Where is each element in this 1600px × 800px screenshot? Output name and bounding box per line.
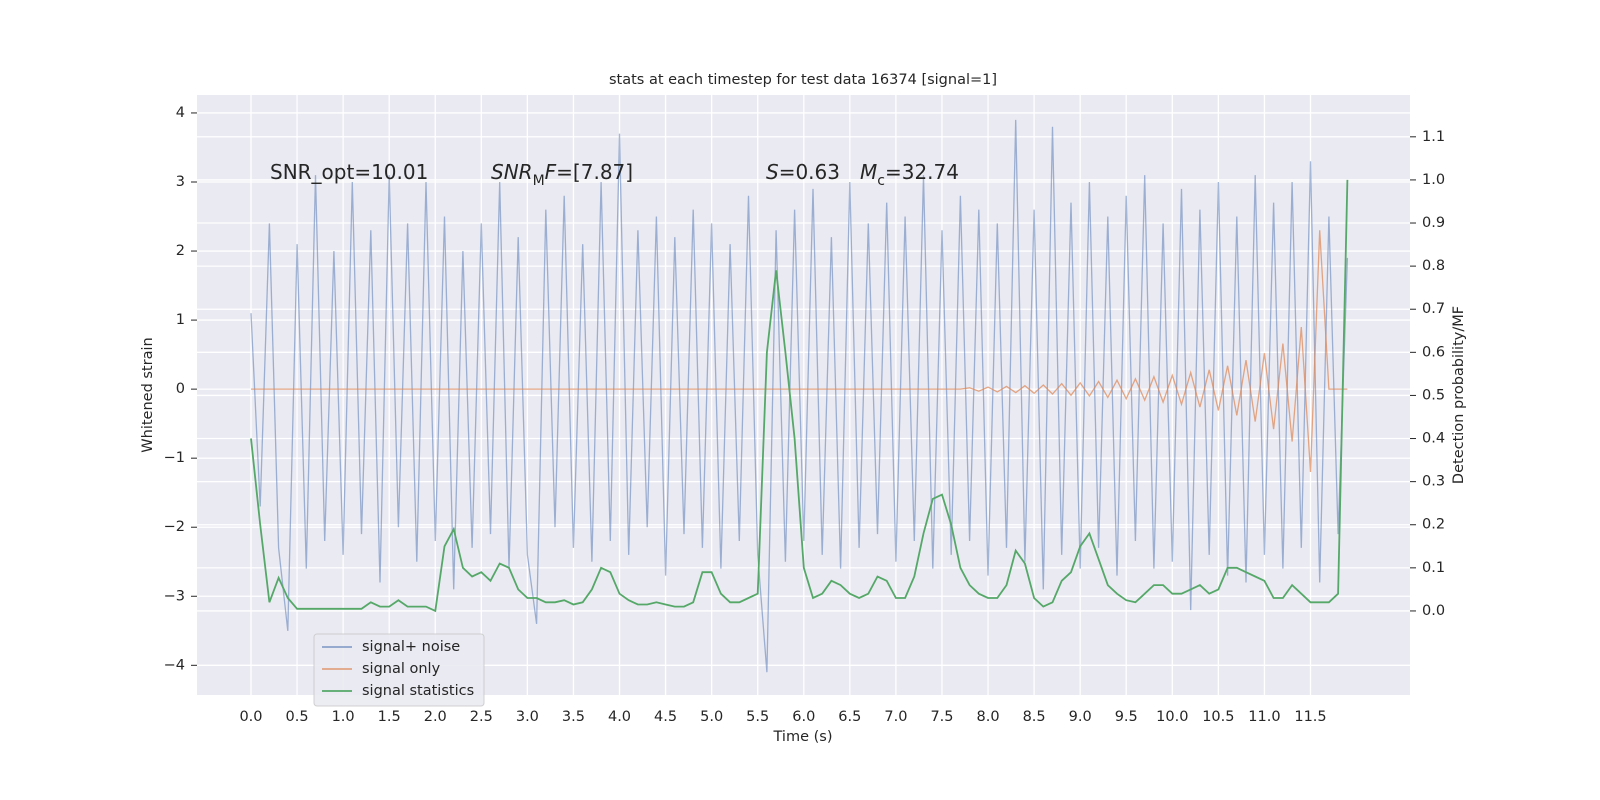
legend-label: signal statistics [362, 683, 474, 699]
x-tick-label: 10.5 [1202, 709, 1234, 725]
annotation-part: SNR [491, 160, 533, 184]
y-tick-label: 2 [176, 243, 185, 259]
y2-tick-label: 0.0 [1422, 603, 1445, 619]
series-line [250, 179, 1349, 613]
annotation: SNRMF=[7.87] [491, 160, 633, 190]
annotation-part: M [533, 173, 545, 189]
legend-label: signal+ noise [362, 639, 460, 655]
x-tick-label: 3.0 [516, 709, 539, 725]
x-tick-label: 4.5 [654, 709, 677, 725]
y2-tick-label: 1.0 [1422, 172, 1445, 188]
x-tick-label: 10.0 [1156, 709, 1188, 725]
series-line [251, 230, 1348, 473]
y-tick-label: −3 [164, 588, 185, 604]
y-tick-label: −2 [164, 519, 185, 535]
y-tick-label: 0 [176, 381, 185, 397]
x-tick-label: 1.0 [332, 709, 355, 725]
x-tick-label: 8.0 [977, 709, 1000, 725]
x-tick-label: 9.0 [1069, 709, 1092, 725]
y2-tick-label: 0.7 [1422, 301, 1445, 317]
x-tick-label: 5.5 [746, 709, 769, 725]
x-tick-label: 1.5 [378, 709, 401, 725]
y2-tick-label: 0.6 [1422, 344, 1445, 360]
annotation-part: F [545, 160, 557, 184]
y2-tick-label: 0.3 [1422, 474, 1445, 490]
x-tick-label: 6.0 [792, 709, 815, 725]
x-tick-label: 11.5 [1294, 709, 1326, 725]
y2-tick-label: 1.1 [1422, 129, 1445, 145]
y2-tick-label: 0.2 [1422, 517, 1445, 533]
y2-tick-label: 0.1 [1422, 560, 1445, 576]
annotation-part: =32.74 [885, 160, 959, 184]
annotation-part: M [860, 160, 877, 184]
y2-tick-label: 0.9 [1422, 215, 1445, 231]
x-tick-label: 7.5 [930, 709, 953, 725]
y-tick-label: 4 [176, 105, 185, 121]
y2-tick-label: 0.5 [1422, 387, 1445, 403]
x-tick-label: 3.5 [562, 709, 585, 725]
annotation: SNR_opt=10.01 [270, 160, 428, 184]
x-tick-label: 0.5 [286, 709, 309, 725]
x-axis-label: Time (s) [773, 729, 833, 745]
y-tick-label: −4 [164, 657, 185, 673]
x-tick-label: 7.0 [884, 709, 907, 725]
annotation: S=0.63 Mc=32.74 [766, 160, 959, 190]
x-tick-label: 4.0 [608, 709, 631, 725]
annotation-part: =[7.87] [556, 160, 633, 184]
annotation-part: SNR_opt=10.01 [270, 160, 428, 184]
legend-box [313, 633, 485, 707]
x-tick-label: 2.0 [424, 709, 447, 725]
x-tick-label: 9.5 [1115, 709, 1138, 725]
annotation-part: c [877, 173, 885, 189]
y-axis-label: Whitened strain [140, 337, 156, 452]
series-line [250, 119, 1349, 673]
y-tick-label: 3 [176, 174, 185, 190]
annotation-part: S [766, 160, 779, 184]
legend-label: signal only [362, 661, 441, 677]
y2-tick-label: 0.8 [1422, 258, 1445, 274]
chart-title: stats at each timestep for test data 163… [609, 72, 997, 88]
y-tick-label: −1 [164, 450, 185, 466]
labels: 0.0 0.5 1.0 1.5 2.0 2.5 3.0 3.5 4.0 4.5 5.0 5.5 6.0 6… [164, 105, 1445, 725]
x-tick-label: 2.5 [470, 709, 493, 725]
x-tick-label: 5.0 [700, 709, 723, 725]
annotation-part: =0.63 [779, 160, 840, 184]
marks [250, 119, 1349, 673]
x-tick-label: 6.5 [838, 709, 861, 725]
x-tick-label: 0.0 [239, 709, 262, 725]
y-tick-label: 1 [176, 312, 185, 328]
x-tick-label: 11.0 [1248, 709, 1280, 725]
x-tick-label: 8.5 [1023, 709, 1046, 725]
y2-axis-label: Detection probability/MF [1451, 306, 1467, 484]
y2-tick-label: 0.4 [1422, 431, 1445, 447]
